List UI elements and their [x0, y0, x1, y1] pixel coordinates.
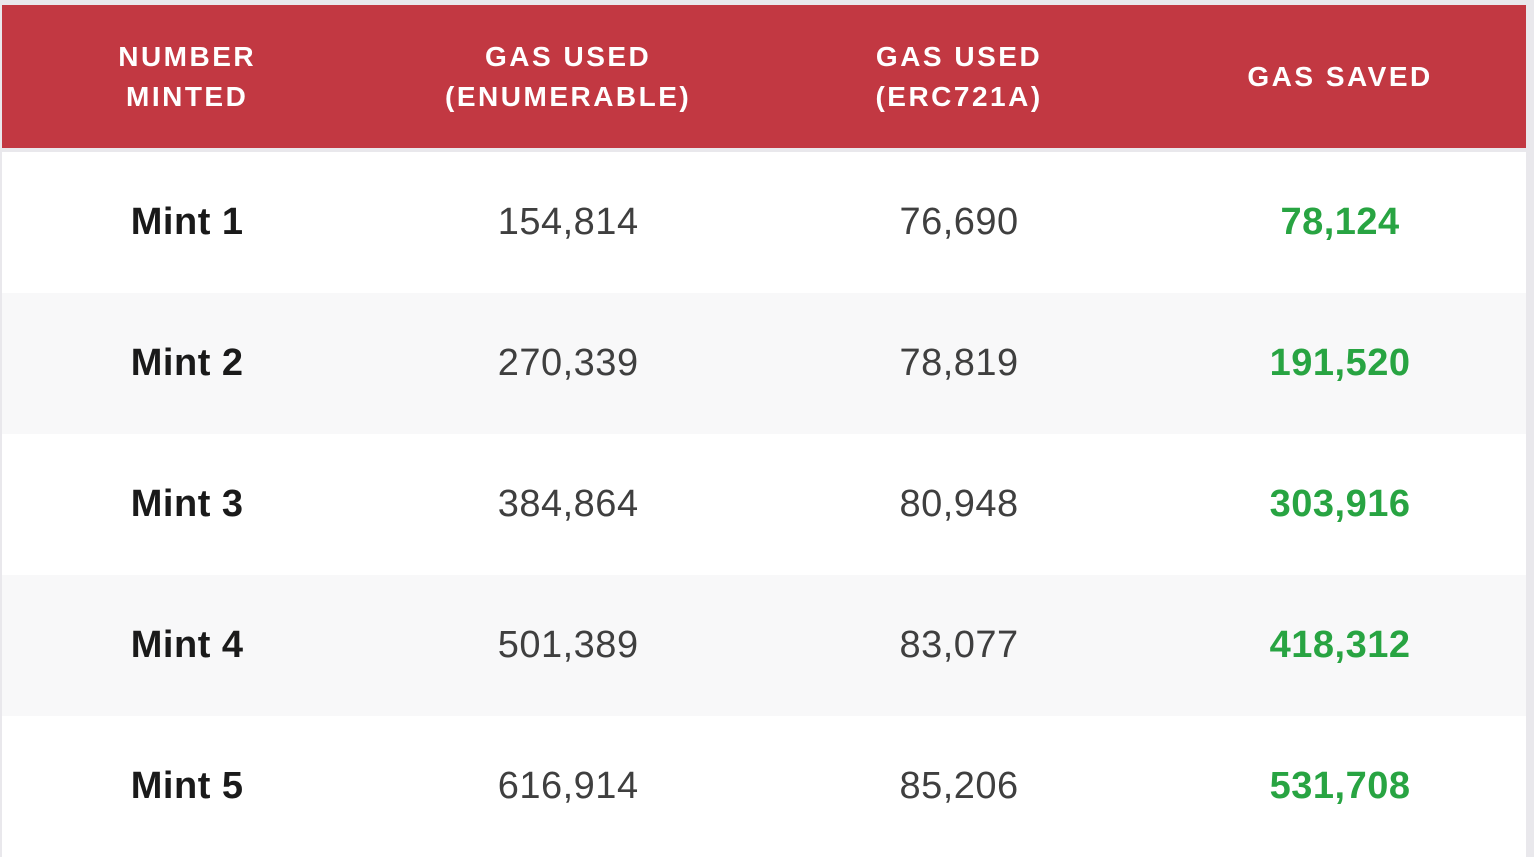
- gas-saved-cell: 531,708: [1269, 765, 1411, 807]
- table-row: Mint 4 501,389 83,077 418,312: [2, 575, 1526, 716]
- gas-used-erc721a-cell: 85,206: [899, 765, 1019, 807]
- gas-used-enumerable-cell: 616,914: [497, 765, 639, 807]
- gas-saved-cell: 418,312: [1269, 624, 1411, 666]
- number-minted-cell: Mint 5: [130, 765, 244, 807]
- number-minted-cell: Mint 3: [130, 483, 244, 525]
- gas-used-erc721a-cell: 78,819: [899, 342, 1019, 384]
- gas-saved-cell: 78,124: [1280, 201, 1400, 243]
- number-minted-cell: Mint 1: [130, 201, 244, 243]
- gas-saved-cell: 191,520: [1269, 342, 1411, 384]
- number-minted-cell: Mint 4: [130, 624, 244, 666]
- header-row: NUMBER MINTED GAS USED (ENUMERABLE) GAS …: [2, 5, 1526, 152]
- table-row: Mint 3 384,864 80,948 303,916: [2, 434, 1526, 575]
- header-gas-saved: GAS SAVED: [1154, 5, 1526, 152]
- number-minted-cell: Mint 2: [130, 342, 244, 384]
- gas-used-enumerable-cell: 501,389: [497, 624, 639, 666]
- header-number-minted: NUMBER MINTED: [2, 5, 373, 152]
- gas-used-enumerable-cell: 270,339: [497, 342, 639, 384]
- table-row: Mint 2 270,339 78,819 191,520: [2, 293, 1526, 434]
- table-body: Mint 1 154,814 76,690 78,124 Mint 2 270,…: [2, 150, 1526, 857]
- header-gas-used-enumerable: GAS USED (ENUMERABLE): [372, 5, 764, 152]
- gas-comparison-table: NUMBER MINTED GAS USED (ENUMERABLE) GAS …: [2, 5, 1526, 857]
- table-row: Mint 5 616,914 85,206 531,708: [2, 716, 1526, 857]
- gas-used-erc721a-cell: 80,948: [899, 483, 1019, 525]
- gas-saved-cell: 303,916: [1269, 483, 1411, 525]
- gas-used-erc721a-cell: 83,077: [899, 624, 1019, 666]
- header-gas-used-erc721a: GAS USED (ERC721A): [763, 5, 1155, 152]
- table-row: Mint 1 154,814 76,690 78,124: [2, 150, 1526, 293]
- gas-used-enumerable-cell: 384,864: [497, 483, 639, 525]
- gas-used-enumerable-cell: 154,814: [497, 201, 639, 243]
- gas-used-erc721a-cell: 76,690: [899, 201, 1019, 243]
